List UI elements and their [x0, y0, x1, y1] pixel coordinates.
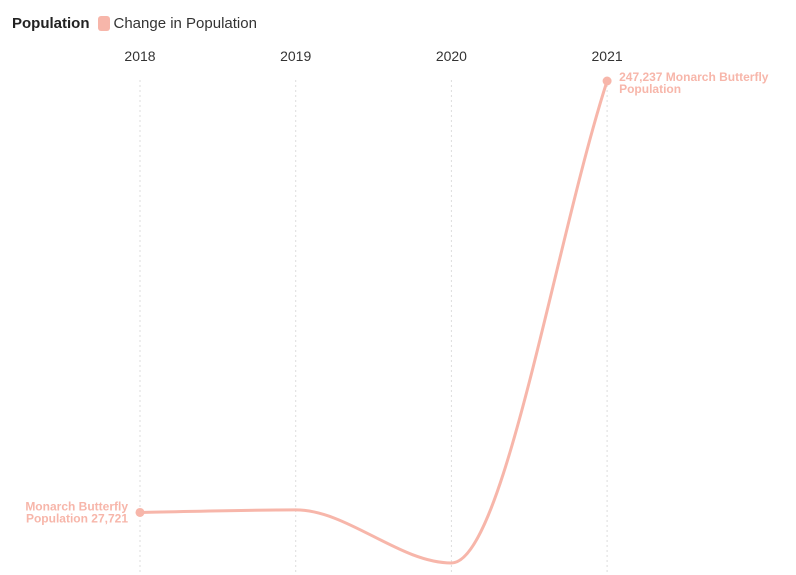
data-label-2018-line-1: Monarch Butterfly	[25, 499, 128, 513]
data-label-2021-line-2: Population	[619, 82, 681, 96]
legend-title: Population	[12, 14, 90, 32]
legend-swatch	[97, 15, 110, 31]
legend: Population Change in Population	[12, 12, 257, 34]
data-point-2021	[602, 76, 612, 86]
data-label-2018-line-2: Population 27,721	[26, 511, 128, 525]
points-layer	[135, 76, 612, 517]
x-tick-2019: 2019	[280, 48, 311, 64]
x-axis-ticks: 2018 2019 2020 2021	[124, 48, 622, 64]
series-line-change-in-population	[138, 79, 609, 565]
series-layer	[138, 79, 609, 565]
x-tick-2021: 2021	[592, 48, 623, 64]
data-point-2018	[135, 507, 145, 517]
grid-layer	[139, 80, 608, 572]
x-tick-2018: 2018	[124, 48, 155, 64]
legend-entry-change-in-population[interactable]: Change in Population	[113, 14, 257, 32]
x-tick-2020: 2020	[436, 48, 467, 64]
data-label-2021-line-1: 247,237 Monarch Butterfly	[619, 70, 769, 84]
